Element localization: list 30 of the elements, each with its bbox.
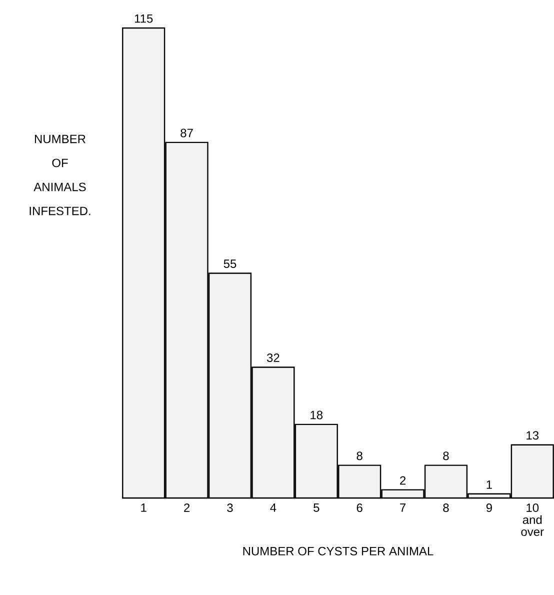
x-tick-label: 3 — [227, 504, 233, 512]
x-axis-title: NUMBER OF CYSTS PER ANIMAL — [243, 546, 434, 556]
data-label: 8 — [356, 452, 362, 460]
x-tick-label: 10 and over — [521, 504, 544, 536]
data-label: 55 — [224, 260, 236, 268]
data-label: 18 — [310, 410, 323, 420]
x-tick-label: 4 — [270, 504, 276, 512]
bar — [510, 444, 554, 499]
bar — [295, 424, 338, 498]
x-tick-label: 5 — [314, 504, 320, 512]
bar — [166, 142, 208, 498]
data-label: 13 — [526, 431, 539, 440]
x-tick-label: 1 — [141, 504, 146, 512]
data-label: 87 — [180, 128, 193, 138]
x-tick-label: 2 — [184, 504, 190, 512]
bar — [209, 273, 251, 498]
bar — [425, 465, 467, 498]
text: NUMBER OF ANIMALS INFESTED. — [30, 134, 90, 216]
bar — [252, 367, 294, 498]
data-label: 8 — [443, 452, 449, 460]
data-label: 115 — [134, 14, 153, 23]
bar — [338, 465, 381, 498]
data-label: 1 — [486, 480, 492, 489]
x-tick-label: 8 — [443, 504, 449, 512]
x-tick-label: 7 — [400, 504, 406, 512]
x-tick-label: 9 — [486, 504, 492, 512]
data-label: 2 — [400, 476, 406, 485]
x-tick-label: 6 — [356, 504, 362, 512]
data-label: 32 — [266, 354, 280, 362]
bar — [122, 28, 165, 498]
